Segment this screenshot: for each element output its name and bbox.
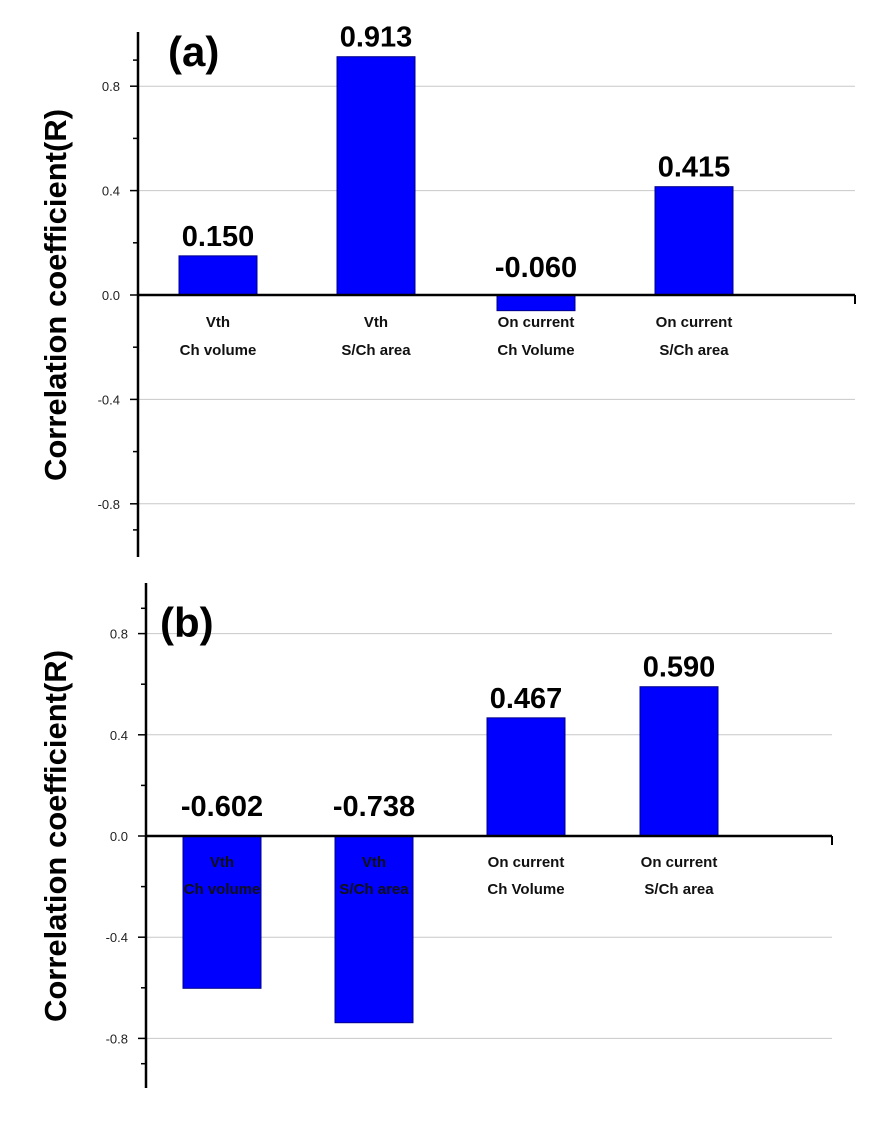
panel-label: (b) — [160, 599, 214, 646]
category-label-line2: Ch Volume — [487, 881, 564, 898]
y-axis-title: Correlation coefficient(R) — [38, 109, 73, 481]
chart-panel-b: 0.8 0.4 0.0 -0.4 -0.8 Vth Ch volume Vth S/Ch are… — [38, 583, 833, 1088]
y-tick-label: -0.4 — [106, 930, 128, 945]
y-tick-label: -0.4 — [98, 392, 120, 407]
panel-label: (a) — [168, 28, 219, 75]
category-label-line2: Ch Volume — [497, 342, 574, 359]
bar — [336, 56, 416, 296]
category-label-line2: Ch volume — [184, 881, 261, 898]
data-label: 0.590 — [643, 652, 716, 684]
category-label-line1: On current — [498, 314, 575, 331]
data-label: 0.467 — [490, 683, 563, 715]
data-label: 0.150 — [182, 221, 255, 253]
category-label-line1: Vth — [362, 854, 386, 871]
chart-panel-a: 0.8 0.4 0.0 -0.4 -0.8 Vth Ch volume Vth S/Ch are… — [38, 22, 856, 557]
bar — [654, 186, 734, 296]
category-label-line1: On current — [641, 854, 718, 871]
bar — [178, 255, 258, 296]
y-tick-label: 0.0 — [110, 829, 128, 844]
bar — [639, 686, 719, 837]
data-label: -0.738 — [333, 791, 415, 823]
data-label: 0.415 — [658, 152, 731, 184]
y-tick-label: -0.8 — [98, 497, 120, 512]
category-label-line1: Vth — [364, 314, 388, 331]
category-label-line2: S/Ch area — [341, 342, 411, 359]
bar — [486, 717, 566, 837]
category-label-line2: Ch volume — [180, 342, 257, 359]
category-label-line2: S/Ch area — [339, 881, 409, 898]
y-tick-label: 0.8 — [102, 79, 120, 94]
y-tick-label: 0.4 — [110, 728, 128, 743]
bar — [334, 835, 414, 1024]
bar — [496, 294, 576, 312]
y-tick-label: 0.8 — [110, 627, 128, 642]
data-label: -0.060 — [495, 252, 577, 284]
category-label-line1: Vth — [206, 314, 230, 331]
y-tick-label: -0.8 — [106, 1031, 128, 1046]
category-label-line1: On current — [656, 314, 733, 331]
category-label-line2: S/Ch area — [644, 881, 714, 898]
category-label-line1: On current — [488, 854, 565, 871]
data-label: -0.602 — [181, 791, 263, 823]
category-label-line2: S/Ch area — [659, 342, 729, 359]
y-tick-label: 0.0 — [102, 288, 120, 303]
category-label-line1: Vth — [210, 854, 234, 871]
y-axis-title: Correlation coefficient(R) — [38, 650, 73, 1022]
y-tick-label: 0.4 — [102, 184, 120, 199]
data-label: 0.913 — [340, 22, 413, 54]
